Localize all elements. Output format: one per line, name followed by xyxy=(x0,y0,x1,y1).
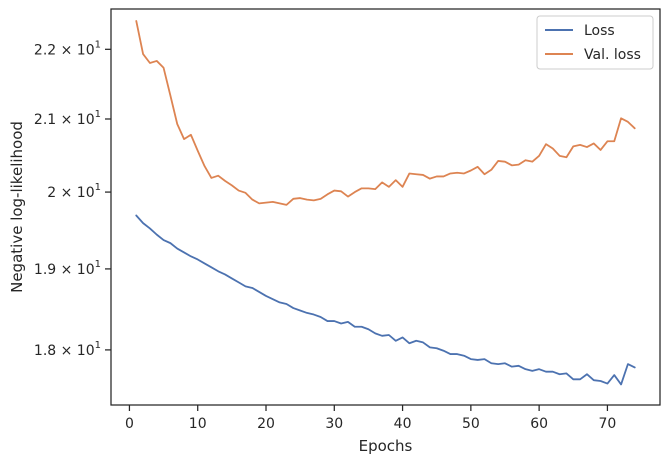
x-axis-label: Epochs xyxy=(359,437,413,455)
x-tick-label: 70 xyxy=(599,416,617,432)
x-tick-label: 0 xyxy=(125,416,134,432)
series-line-val-loss xyxy=(135,20,636,206)
x-tick-label: 30 xyxy=(325,416,343,432)
y-tick-label: 2.1 × 101 xyxy=(34,109,101,128)
y-tick-label: 2 × 101 xyxy=(47,182,101,201)
x-tick-label: 60 xyxy=(530,416,548,432)
y-tick-label: 1.9 × 101 xyxy=(34,259,101,278)
plot-frame xyxy=(110,8,661,406)
y-tick-label: 1.8 × 101 xyxy=(34,340,101,359)
y-tick-label: 2.2 × 101 xyxy=(34,39,101,58)
x-tick-label: 20 xyxy=(257,416,275,432)
tick-layer: 0 10 20 30 40 50 60 70 1.8 × 101 1.9 × 101 2 × 101… xyxy=(34,39,616,432)
legend-label-val-loss: Val. loss xyxy=(584,47,641,63)
x-tick-label: 40 xyxy=(394,416,412,432)
x-tick-label: 10 xyxy=(189,416,207,432)
x-tick-label: 50 xyxy=(462,416,480,432)
series-layer xyxy=(135,20,636,386)
y-axis-label: Negative log-likelihood xyxy=(8,121,26,293)
legend: Loss Val. loss xyxy=(536,15,654,70)
series-line-loss xyxy=(135,214,636,386)
legend-label-loss: Loss xyxy=(584,23,615,39)
